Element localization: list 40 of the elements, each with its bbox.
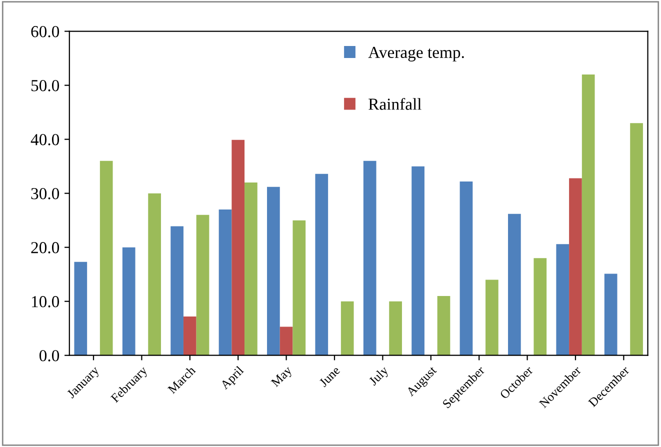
bar (267, 186, 280, 356)
bar (340, 301, 354, 356)
bar (244, 182, 258, 356)
y-tick-label: 20.0 (31, 242, 60, 254)
y-tick-label: 40.0 (30, 134, 60, 146)
x-tick-label: June (318, 366, 340, 388)
bar (460, 181, 473, 356)
bar (569, 178, 582, 356)
bar (412, 166, 424, 356)
bar (218, 210, 232, 356)
bar (170, 226, 184, 356)
bar (292, 220, 306, 356)
bar (437, 296, 450, 356)
bar (363, 160, 376, 356)
y-tick-label: 10.0 (32, 296, 60, 308)
y-tick-label: 30.0 (31, 188, 60, 200)
legend-label: Average temp. (368, 46, 464, 62)
x-tick-label: July (368, 365, 391, 388)
bar (232, 140, 245, 356)
bar (508, 214, 521, 356)
y-tick-label: 60.0 (31, 26, 60, 38)
bar (389, 301, 402, 356)
bar (534, 258, 547, 356)
bar (280, 326, 293, 356)
bar (604, 274, 618, 356)
bar (582, 74, 595, 356)
y-tick-label: 0.0 (39, 350, 60, 362)
bar (486, 280, 498, 356)
bar (148, 193, 161, 356)
bar (100, 160, 113, 356)
bar (315, 174, 328, 356)
bar (556, 244, 570, 356)
bar (183, 316, 196, 356)
bar (122, 247, 136, 356)
bar (196, 214, 210, 356)
x-tick-label: May (270, 365, 294, 390)
bar (74, 262, 88, 356)
bar (630, 123, 643, 356)
y-tick-label: 50.0 (31, 80, 60, 92)
legend-label: Rainfall (368, 98, 422, 110)
